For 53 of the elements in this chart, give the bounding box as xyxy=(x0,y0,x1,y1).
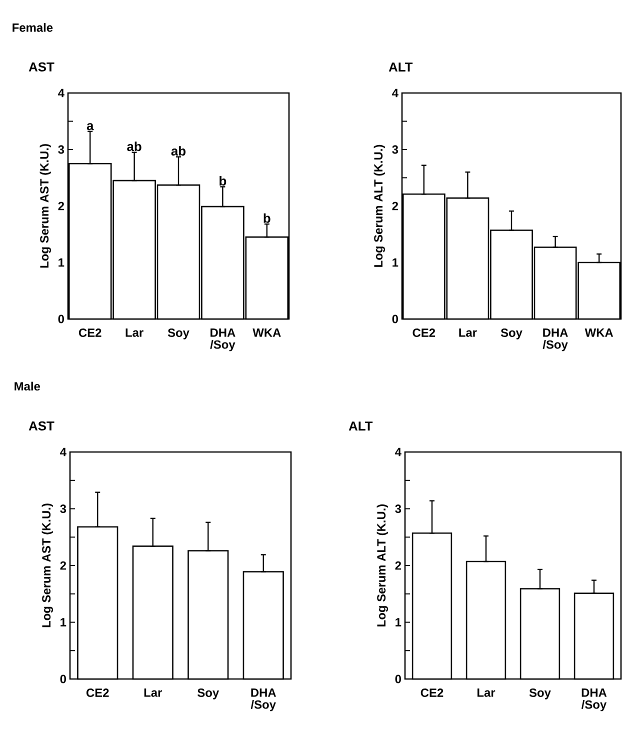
y-tick-label: 2 xyxy=(395,561,402,570)
annotation: b xyxy=(220,176,226,186)
x-tick-label: DHA /Soy xyxy=(542,328,568,352)
y-tick-label: 2 xyxy=(58,202,64,210)
y-tick-label: 0 xyxy=(58,314,64,324)
y-tick-label: 3 xyxy=(58,145,64,154)
x-tick-label: Soy xyxy=(500,328,522,340)
x-tick-label: Lar xyxy=(477,688,496,697)
annotation: b xyxy=(264,213,270,223)
y-tick-label: 1 xyxy=(396,618,402,626)
y-tick-label: 1 xyxy=(60,618,66,626)
y-tick-label: 4 xyxy=(395,448,402,456)
x-tick-label: CE2 xyxy=(420,688,444,697)
y-tick-label: 4 xyxy=(392,88,398,98)
annotation: ab xyxy=(127,142,142,152)
y-tick-label: 3 xyxy=(395,504,402,513)
y-tick-label: 0 xyxy=(60,674,66,684)
y-tick-label: 2 xyxy=(392,202,398,210)
y-tick-label: 3 xyxy=(392,145,398,154)
x-tick-label: DHA /Soy xyxy=(210,328,236,352)
x-tick-label: WKA xyxy=(252,328,281,337)
x-tick-label: DHA /Soy xyxy=(581,688,607,712)
y-tick-label: 0 xyxy=(392,314,398,324)
x-tick-label: CE2 xyxy=(78,328,102,337)
text: Female xyxy=(12,23,53,32)
y-tick-label: 0 xyxy=(395,674,401,684)
x-tick-label: Soy xyxy=(198,688,220,700)
chart-title: AST xyxy=(28,62,54,72)
text: Male xyxy=(14,382,40,391)
chart-title: ALT xyxy=(388,62,413,72)
x-tick-label: CE2 xyxy=(412,328,436,337)
annotation: ab xyxy=(171,146,186,156)
x-tick-label: Lar xyxy=(144,688,162,697)
y-tick-label: 3 xyxy=(60,504,66,513)
x-tick-label: DHA /Soy xyxy=(250,688,276,712)
x-tick-label: Lar xyxy=(459,328,477,337)
chart-title: AST xyxy=(28,421,54,430)
y-axis-title: Log Serum ALT (K.U.) xyxy=(374,144,385,267)
y-tick-label: 4 xyxy=(60,448,66,456)
x-tick-label: CE2 xyxy=(86,688,109,697)
annotation: a xyxy=(86,123,94,130)
y-tick-label: 1 xyxy=(58,258,64,267)
x-tick-label: Soy xyxy=(529,688,551,700)
y-tick-label: 2 xyxy=(60,561,66,570)
y-tick-label: 1 xyxy=(392,258,398,267)
y-axis-title: Log Serum AST (K.U.) xyxy=(40,144,51,268)
x-tick-label: WKA xyxy=(584,328,614,337)
y-axis-title: Log Serum ALT (K.U.) xyxy=(376,504,388,626)
y-tick-label: 4 xyxy=(58,88,64,98)
y-axis-title: Log Serum AST (K.U.) xyxy=(42,504,53,628)
x-tick-label: Lar xyxy=(126,328,144,337)
chart-title: ALT xyxy=(348,422,373,430)
x-tick-label: Soy xyxy=(168,328,190,340)
